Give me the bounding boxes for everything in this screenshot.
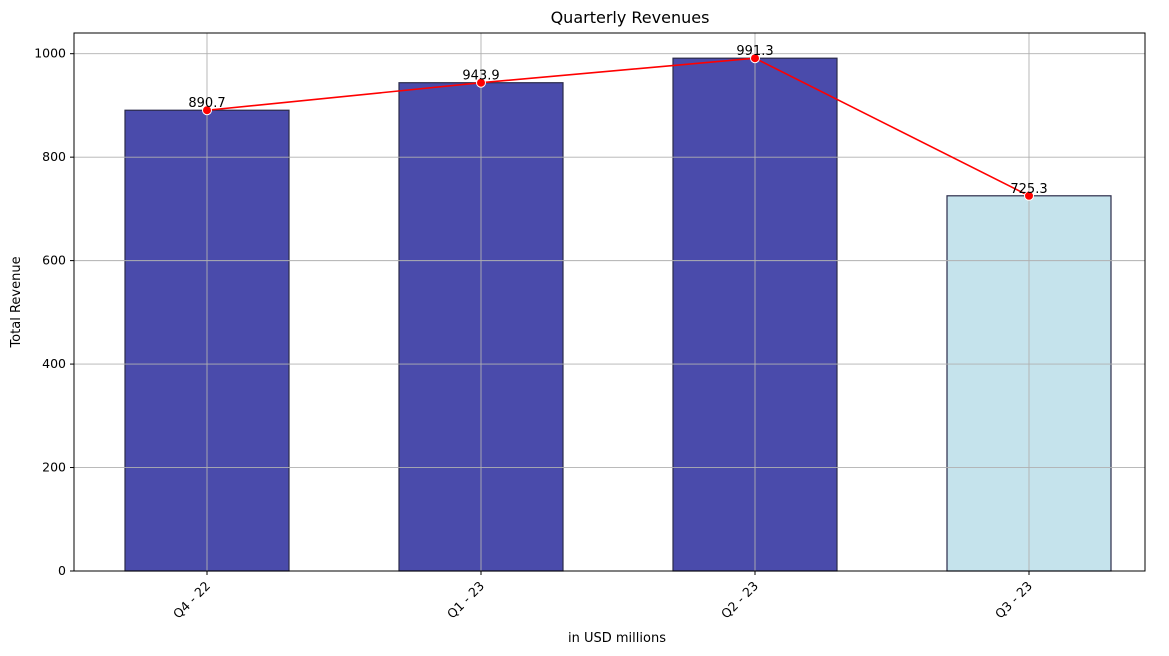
- y-tick-label-4: 800: [42, 149, 66, 164]
- x-tick-label-2: Q2 - 23: [718, 578, 761, 621]
- y-tick-label-1: 200: [42, 460, 66, 475]
- plot-frame: [73, 32, 1146, 572]
- data-label-3: 725.3: [1010, 182, 1047, 197]
- line-point-0: [202, 105, 212, 116]
- line-point-2: [750, 53, 760, 64]
- chart-title: Quarterly Revenues: [551, 8, 710, 27]
- y-tick-label-5: 1000: [34, 46, 66, 61]
- y-axis-label: Total Revenue: [9, 256, 24, 348]
- data-label-0: 890.7: [188, 96, 225, 111]
- line-point-1: [476, 77, 486, 88]
- y-tick-label-3: 600: [42, 253, 66, 268]
- y-tick-label-0: 0: [58, 563, 66, 578]
- x-tick-label-1: Q1 - 23: [444, 578, 487, 621]
- x-axis-label: in USD millions: [568, 631, 666, 646]
- x-tick-label-0: Q4 - 22: [170, 578, 213, 621]
- data-label-1: 943.9: [462, 69, 499, 84]
- x-tick-label-3: Q3 - 23: [992, 578, 1035, 621]
- line-point-3: [1024, 190, 1034, 201]
- revenue-line: [206, 57, 1030, 197]
- data-label-2: 991.3: [736, 44, 773, 59]
- y-tick-label-2: 400: [42, 356, 66, 371]
